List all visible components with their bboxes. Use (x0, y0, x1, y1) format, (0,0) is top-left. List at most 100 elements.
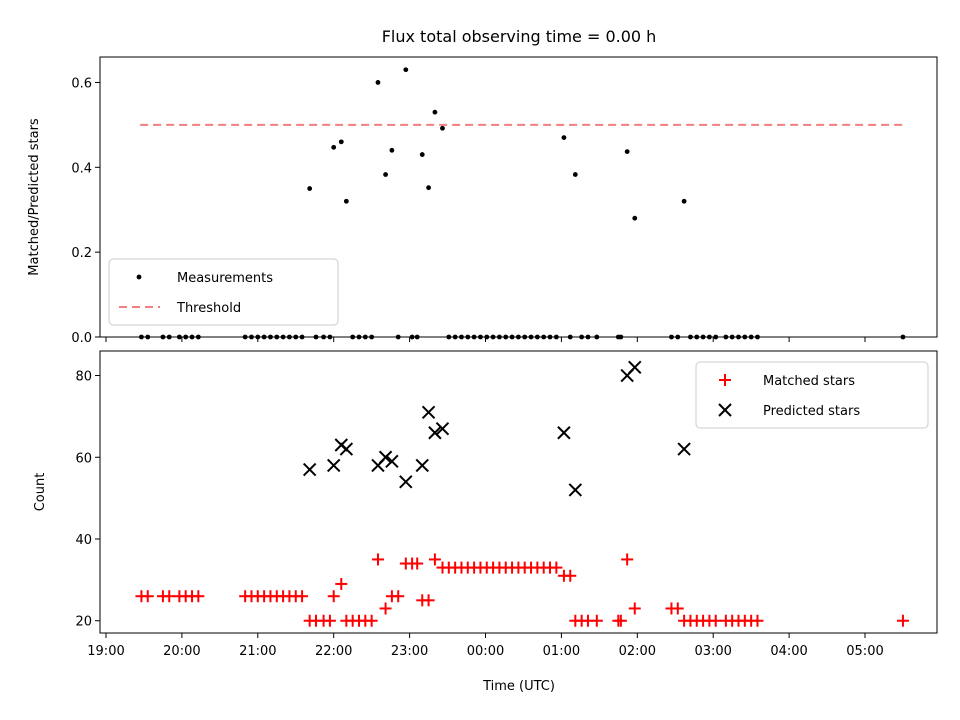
matched-point-32 (392, 590, 405, 603)
matched-point-17 (296, 590, 309, 603)
matched-point-67 (628, 602, 641, 615)
measurement-point-15 (632, 215, 638, 221)
bottom-ytick-label-3: 80 (75, 370, 92, 385)
predicted-point-10 (428, 426, 442, 440)
matched-point-35 (411, 557, 424, 570)
bottom-legend-box (695, 361, 929, 429)
bottom-matched-points (135, 553, 909, 627)
legend-threshold-label: Threshold (176, 301, 241, 316)
bottom-xtick-label-02-00: 02:00 (619, 644, 656, 659)
bottom-xtick-label-22-00: 22:00 (315, 644, 352, 659)
measurement-point-0 (307, 186, 313, 191)
bottom-xtick-label-05-00: 05:00 (846, 644, 883, 659)
predicted-point-11 (435, 421, 450, 436)
measurement-point-14 (624, 149, 630, 155)
bottom-axes-frame (99, 350, 938, 634)
bottom-ytick-label-2: 60 (75, 451, 92, 466)
matched-point-37 (422, 594, 435, 607)
predicted-point-13 (568, 483, 583, 497)
bottom-legend: Matched stars Predicted stars (695, 361, 929, 429)
top-ytick-label-3: 0.6 (71, 76, 92, 91)
bottom-xtick-label-20-00: 20:00 (163, 644, 200, 659)
matched-point-3 (163, 590, 176, 603)
matched-point-81 (751, 614, 764, 627)
bottom-xtick-label-04-00: 04:00 (770, 644, 807, 659)
top-y-ticks: 0.0 0.2 0.4 0.6 (71, 76, 100, 346)
legend-measurements-marker (136, 274, 142, 280)
bottom-xtick-label-03-00: 03:00 (694, 644, 731, 659)
bottom-xtick-label-23-00: 23:00 (391, 644, 428, 659)
measurement-point-8 (419, 152, 425, 157)
predicted-point-16 (677, 442, 691, 456)
predicted-point-9 (421, 405, 436, 420)
measurement-point-2 (338, 139, 344, 145)
matched-point-23 (335, 577, 348, 590)
predicted-point-12 (557, 426, 571, 440)
matched-point-1 (141, 590, 154, 603)
predicted-point-0 (302, 462, 317, 477)
matched-point-75 (709, 614, 722, 627)
measurement-point-10 (432, 109, 438, 115)
legend-matched-label: Matched stars (763, 374, 855, 389)
predicted-point-15 (628, 360, 642, 375)
predicted-point-6 (385, 454, 399, 469)
bottom-xtick-label-21-00: 21:00 (239, 644, 276, 659)
bottom-predicted-points (302, 360, 691, 497)
top-ytick-label-2: 0.4 (71, 161, 92, 176)
measurement-point-9 (426, 185, 431, 191)
matched-point-38 (428, 553, 441, 566)
top-axes-frame (99, 56, 938, 338)
measurement-point-11 (440, 125, 445, 131)
matched-point-63 (590, 614, 603, 627)
legend-predicted-label: Predicted stars (763, 404, 860, 419)
matched-point-28 (365, 614, 378, 627)
bottom-ytick-label-0: 20 (75, 615, 92, 630)
measurement-point-7 (403, 67, 409, 73)
top-y-axis-label: Matched/Predicted stars (27, 118, 42, 276)
predicted-point-5 (378, 450, 393, 464)
bottom-xtick-label-00-00: 00:00 (467, 644, 504, 659)
matched-point-69 (671, 602, 684, 615)
measurement-point-1 (331, 144, 337, 150)
matched-point-59 (564, 569, 577, 582)
bottom-ytick-label-1: 40 (75, 533, 92, 548)
bottom-xtick-label-01-00: 01:00 (543, 644, 580, 659)
predicted-point-1 (326, 458, 341, 473)
top-ytick-label-1: 0.2 (71, 246, 92, 261)
measurement-point-3 (343, 198, 349, 204)
figure-title: Flux total observing time = 0.00 h (382, 27, 657, 46)
measurement-point-16 (681, 198, 687, 204)
predicted-point-3 (339, 442, 354, 456)
matched-point-65 (614, 614, 627, 627)
top-panel: Matched/Predicted stars 0.0 0.2 0.4 0.6 Mea… (27, 56, 938, 346)
bottom-y-axis-label: Count (33, 473, 48, 512)
measurement-point-13 (572, 172, 578, 177)
bottom-x-ticks: 19:00 20:00 21:00 22:00 23:00 00:00 01:00 02:00… (87, 633, 884, 659)
top-legend: Measurements Threshold (108, 258, 339, 326)
matched-point-82 (896, 614, 909, 627)
measurement-point-6 (389, 147, 395, 153)
bottom-y-ticks: 20 40 60 80 (75, 370, 100, 630)
measurement-point-12 (561, 135, 567, 141)
matched-point-7 (192, 590, 205, 603)
bottom-panel: Count Time (UTC) 20 40 60 80 19:00 20:00 21:0… (33, 350, 938, 694)
bottom-x-axis-label: Time (UTC) (482, 679, 555, 694)
predicted-point-8 (415, 458, 429, 473)
predicted-point-7 (399, 475, 413, 489)
measurement-point-5 (383, 172, 388, 177)
matched-point-22 (327, 590, 340, 603)
bottom-xtick-label-19-00: 19:00 (87, 644, 124, 659)
matched-point-57 (550, 561, 563, 574)
top-measurement-points (139, 67, 906, 340)
matched-point-21 (323, 614, 336, 627)
top-legend-box (108, 258, 339, 326)
top-ytick-label-0: 0.0 (71, 331, 92, 346)
matched-point-30 (379, 602, 392, 615)
matched-point-66 (621, 553, 634, 566)
matched-point-29 (371, 553, 384, 566)
legend-matched-marker (719, 374, 731, 386)
legend-predicted-marker (718, 403, 732, 417)
measurement-point-4 (375, 80, 381, 85)
